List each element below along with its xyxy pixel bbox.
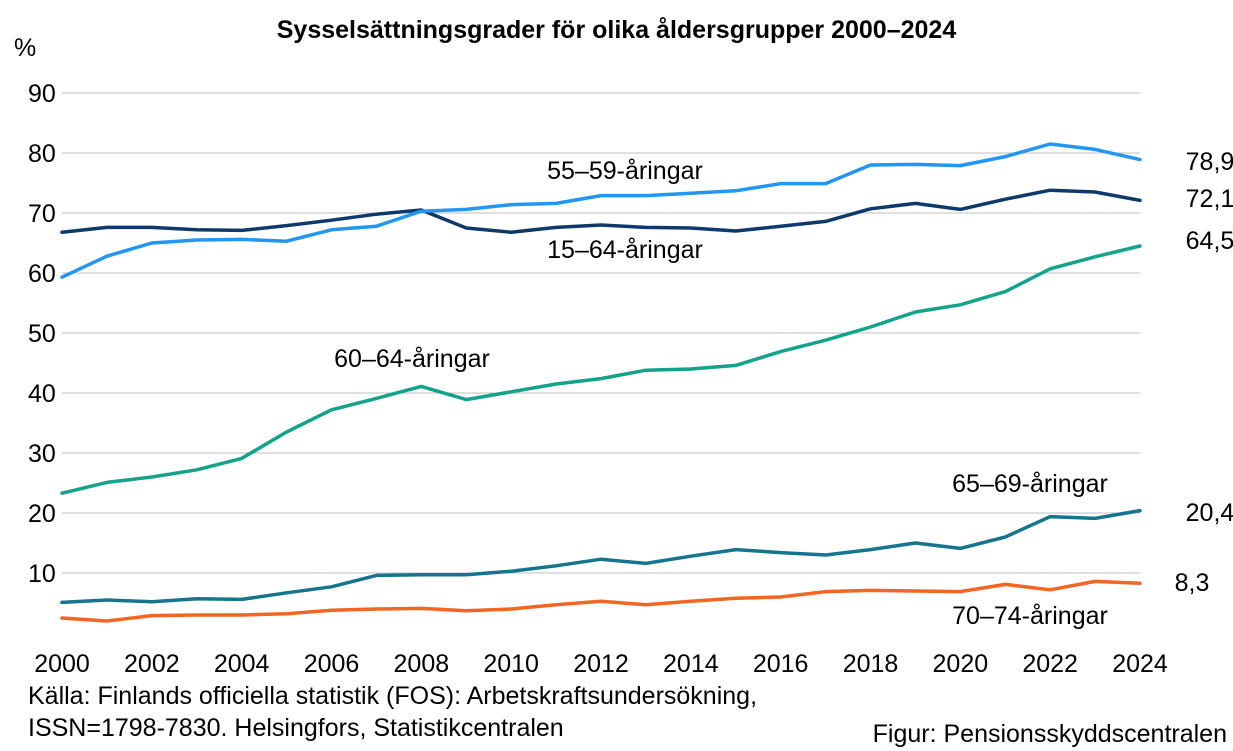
- x-tick-label-2018: 2018: [843, 650, 899, 678]
- series-line-4: [60, 508, 1142, 605]
- chart-title: Sysselsättningsgrader för olika åldersgr…: [276, 16, 957, 44]
- source-line-1: Källa: Finlands officiella statistik (FO…: [28, 682, 758, 710]
- end-value-label-1: 72,1: [1186, 185, 1233, 213]
- y-tick-label-10: 10: [28, 560, 56, 588]
- figure-credit: Figur: Pensionsskyddscentralen: [872, 720, 1227, 748]
- y-tick-label-60: 60: [28, 260, 56, 288]
- x-tick-label-2004: 2004: [214, 650, 270, 678]
- x-tick-label-2016: 2016: [753, 650, 809, 678]
- y-tick-label-40: 40: [28, 380, 56, 408]
- x-tick-label-2002: 2002: [124, 650, 180, 678]
- series-label-4: 65–69-åringar: [952, 470, 1108, 498]
- y-tick-label-30: 30: [28, 440, 56, 468]
- series-label-3: 60–64-åringar: [334, 345, 490, 373]
- x-tick-label-2012: 2012: [573, 650, 629, 678]
- end-value-label-4: 20,4: [1186, 499, 1233, 527]
- y-tick-label-50: 50: [28, 320, 56, 348]
- x-tick-label-2024: 2024: [1112, 650, 1168, 678]
- y-tick-label-70: 70: [28, 200, 56, 228]
- series-label-1: 15–64-åringar: [547, 236, 703, 264]
- x-tick-label-2010: 2010: [483, 650, 539, 678]
- series-line-3: [60, 244, 1142, 495]
- x-tick-label-2008: 2008: [394, 650, 450, 678]
- series-line-2: [60, 142, 1142, 279]
- x-tick-label-2014: 2014: [663, 650, 719, 678]
- source-line-2: ISSN=1798-7830. Helsingfors, Statistikce…: [28, 714, 564, 742]
- end-value-label-5: 8,3: [1175, 569, 1210, 597]
- x-tick-label-2006: 2006: [304, 650, 360, 678]
- y-axis-unit-label: %: [14, 34, 36, 62]
- y-tick-label-80: 80: [28, 140, 56, 168]
- series-line-5: [60, 579, 1142, 623]
- x-tick-label-2000: 2000: [34, 650, 90, 678]
- series-label-5: 70–74-åringar: [952, 602, 1108, 630]
- y-tick-label-90: 90: [28, 80, 56, 108]
- x-tick-label-2022: 2022: [1022, 650, 1078, 678]
- y-tick-label-20: 20: [28, 500, 56, 528]
- series-line-1: [60, 188, 1142, 234]
- x-tick-label-2020: 2020: [933, 650, 989, 678]
- source-note: Källa: Finlands officiella statistik (FO…: [28, 680, 757, 744]
- series-label-2: 55–59-åringar: [547, 157, 703, 185]
- end-value-label-2: 78,9: [1186, 148, 1233, 176]
- end-value-label-3: 64,5: [1186, 227, 1233, 255]
